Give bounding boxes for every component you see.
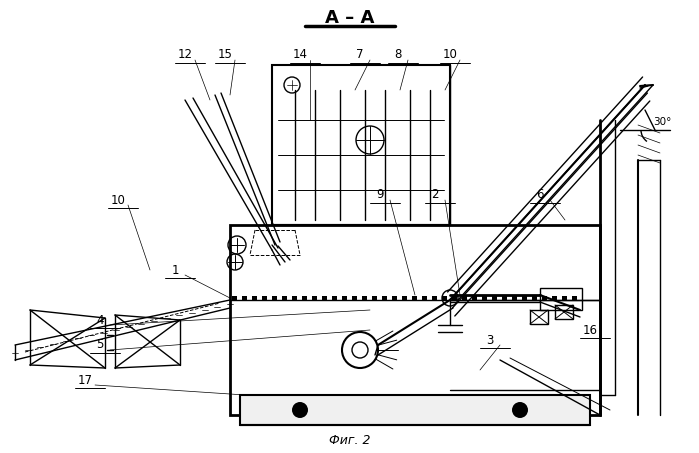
Bar <box>302 296 307 301</box>
Bar <box>240 395 590 425</box>
Bar <box>540 288 582 310</box>
Bar <box>382 296 387 301</box>
Text: 6: 6 <box>536 188 544 202</box>
Text: 9: 9 <box>376 188 384 202</box>
Bar <box>530 310 548 324</box>
Bar <box>362 296 367 301</box>
Text: 10: 10 <box>110 193 125 207</box>
Bar <box>442 296 447 301</box>
Text: 30°: 30° <box>653 117 671 127</box>
Text: 14: 14 <box>292 48 308 62</box>
Text: 3: 3 <box>487 333 493 347</box>
Bar <box>542 296 547 301</box>
Bar <box>482 296 487 301</box>
Bar <box>522 296 527 301</box>
Bar <box>532 296 537 301</box>
Text: 15: 15 <box>217 48 233 62</box>
Text: 10: 10 <box>442 48 457 62</box>
Bar <box>472 296 477 301</box>
Bar <box>230 225 600 415</box>
Bar <box>352 296 357 301</box>
Bar <box>292 296 297 301</box>
Bar <box>232 296 237 301</box>
Bar <box>555 305 573 319</box>
Bar <box>242 296 247 301</box>
Text: 12: 12 <box>178 48 192 62</box>
Circle shape <box>292 402 308 418</box>
Text: 7: 7 <box>356 48 363 62</box>
Bar <box>322 296 327 301</box>
Text: 16: 16 <box>582 323 598 337</box>
Circle shape <box>512 402 528 418</box>
Bar <box>512 296 517 301</box>
Bar <box>502 296 507 301</box>
Bar <box>412 296 417 301</box>
Bar <box>562 296 567 301</box>
Bar <box>372 296 377 301</box>
Bar <box>272 65 450 225</box>
Text: 17: 17 <box>78 374 92 386</box>
Text: 4: 4 <box>96 313 103 327</box>
Text: 2: 2 <box>431 188 439 202</box>
Text: А – А: А – А <box>325 9 375 27</box>
Bar <box>422 296 427 301</box>
Text: 5: 5 <box>96 338 103 352</box>
Bar <box>272 296 277 301</box>
Bar <box>392 296 397 301</box>
Bar <box>452 296 457 301</box>
Bar <box>432 296 437 301</box>
Bar <box>332 296 337 301</box>
Bar <box>252 296 257 301</box>
Bar <box>262 296 267 301</box>
Bar <box>312 296 317 301</box>
Bar <box>342 296 347 301</box>
Text: 1: 1 <box>171 264 179 276</box>
Bar <box>572 296 577 301</box>
Bar <box>282 296 287 301</box>
Bar <box>492 296 497 301</box>
Text: Фиг. 2: Фиг. 2 <box>329 434 370 447</box>
Bar <box>552 296 557 301</box>
Bar <box>462 296 467 301</box>
Text: 8: 8 <box>394 48 402 62</box>
Bar <box>402 296 407 301</box>
